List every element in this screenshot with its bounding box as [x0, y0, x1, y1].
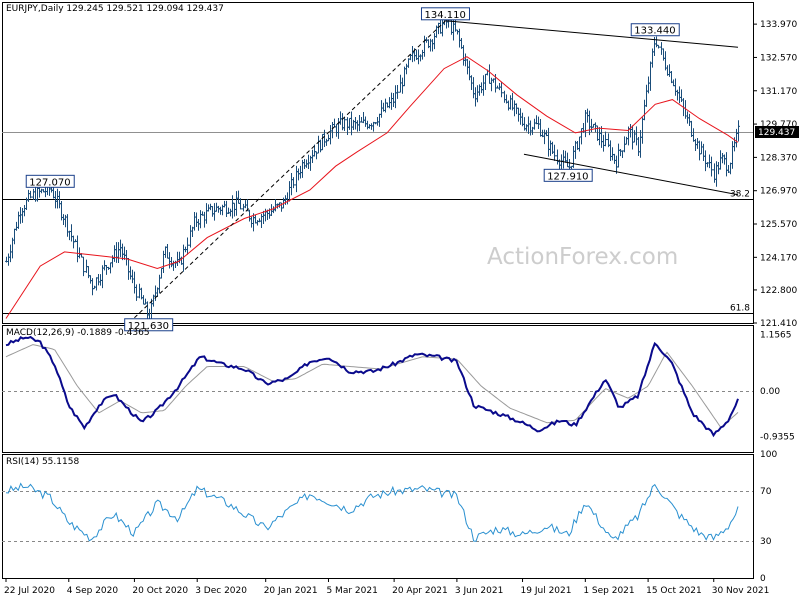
rsi-pane	[2, 454, 754, 579]
rsi-y-tick-label: 30	[760, 537, 772, 547]
macd-y-tick-label: 0.00	[760, 387, 780, 397]
price-annotation-box	[25, 174, 75, 188]
rsi-y-tick-label: 0	[760, 574, 766, 584]
x-tick-label: 20 Jan 2021	[264, 586, 318, 596]
trendline	[445, 20, 739, 48]
price-annotation: 134.110	[424, 10, 465, 21]
price-annotation-box	[420, 7, 470, 21]
y-tick-label: 129.770	[760, 120, 797, 130]
trendline	[523, 153, 739, 196]
x-tick-label: 20 Oct 2020	[132, 586, 188, 596]
x-tick-label: 5 Mar 2021	[326, 586, 377, 596]
y-tick-label: 133.970	[760, 20, 797, 30]
macd-line	[5, 335, 739, 438]
y-tick-label: 122.800	[760, 286, 797, 296]
price-annotation: 121.630	[128, 321, 169, 332]
x-tick-label: 1 Sep 2021	[583, 586, 634, 596]
macd-signal-line	[5, 344, 739, 429]
y-tick-label: 128.370	[760, 153, 797, 163]
x-tick-label: 4 Sep 2020	[67, 586, 119, 596]
x-tick-label: 3 Dec 2020	[195, 586, 247, 596]
x-tick-label: 3 Jun 2021	[455, 586, 503, 596]
rsi-y-tick-label: 70	[760, 487, 772, 497]
rsi-title: RSI(14) 55.1158	[6, 457, 80, 467]
price-annotation: 127.070	[29, 177, 70, 188]
watermark: ActionForex.com	[487, 244, 679, 270]
macd-y-tick-label: -0.9355	[760, 433, 795, 443]
rsi-line	[5, 482, 739, 542]
x-tick-label: 15 Oct 2021	[646, 586, 702, 596]
price-annotation: 127.910	[547, 171, 588, 182]
x-tick-label: 30 Nov 2021	[712, 586, 770, 596]
level-label: 61.8	[730, 304, 750, 314]
current-price-label: 129.437	[758, 128, 795, 138]
y-tick-label: 124.170	[760, 253, 797, 263]
rsi-y-tick-label: 100	[760, 450, 777, 460]
y-tick-label: 126.970	[760, 187, 797, 197]
level-label: 38.2	[730, 190, 750, 200]
price-annotation-box	[124, 318, 174, 332]
price-annotation: 133.440	[634, 26, 675, 37]
macd-title: MACD(12,26,9) -0.1889 -0.4365	[6, 328, 150, 338]
current-price-tag	[755, 125, 799, 138]
trendline	[134, 20, 446, 319]
x-tick-label: 20 Apr 2021	[392, 586, 448, 596]
y-tick-label: 131.170	[760, 87, 797, 97]
y-tick-label: 132.570	[760, 53, 797, 63]
macd-pane	[2, 325, 754, 453]
y-tick-label: 125.570	[760, 220, 797, 230]
x-tick-label: 19 Jul 2021	[521, 586, 572, 596]
y-tick-label: 121.410	[760, 319, 797, 329]
x-tick-label: 22 Jul 2020	[4, 586, 55, 596]
macd-y-tick-label: 1.1565	[760, 330, 792, 340]
price-annotation-box	[630, 23, 680, 37]
price-pane	[2, 2, 754, 324]
price-annotation-box	[543, 168, 593, 182]
moving-average-line	[5, 56, 739, 319]
chart-title: EURJPY,Daily 129.245 129.521 129.094 129…	[6, 4, 224, 14]
